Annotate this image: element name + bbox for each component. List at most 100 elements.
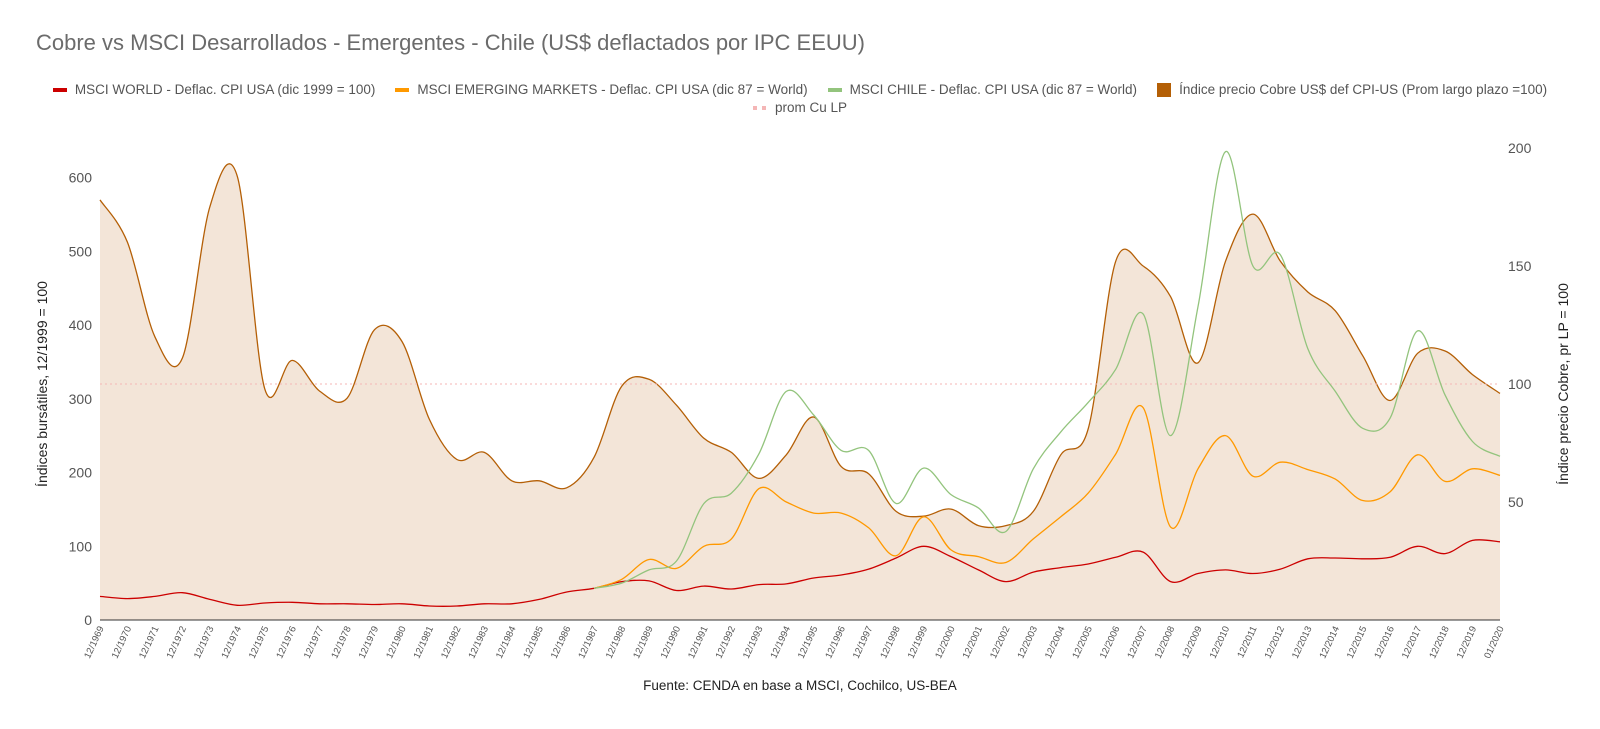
x-axis-tick-label: 12/1980	[384, 625, 408, 661]
x-axis-tick-label: 12/2013	[1290, 625, 1314, 661]
data-point-prom-cu-lp	[565, 383, 568, 386]
data-point-ndice-precio-cobre-us-def-cpi-us-prom-la	[1499, 392, 1502, 395]
legend-swatch	[395, 87, 410, 92]
data-point-msci-chile-deflac-cpi-usa-dic-87-world	[675, 560, 678, 563]
y2-axis-tick-label: 200	[1508, 140, 1532, 156]
legend-swatch	[752, 105, 767, 110]
data-point-ndice-precio-cobre-us-def-cpi-us-prom-la	[648, 378, 651, 381]
data-point-ndice-precio-cobre-us-def-cpi-us-prom-la	[895, 510, 898, 513]
data-point-msci-world-deflac-cpi-usa-dic-1999-100	[1169, 580, 1172, 583]
y-axis-tick-label: 300	[69, 391, 93, 407]
data-point-prom-cu-lp	[620, 383, 623, 386]
x-axis-tick-label: 12/2012	[1263, 625, 1287, 661]
data-point-msci-emerging-markets-deflac-cpi-usa-dic	[1142, 406, 1145, 409]
data-point-msci-chile-deflac-cpi-usa-dic-87-world	[1306, 347, 1309, 350]
data-point-msci-world-deflac-cpi-usa-dic-1999-100	[538, 598, 541, 601]
data-point-msci-world-deflac-cpi-usa-dic-1999-100	[702, 585, 705, 588]
data-point-prom-cu-lp	[153, 383, 156, 386]
data-point-msci-world-deflac-cpi-usa-dic-1999-100	[346, 602, 349, 605]
x-axis-tick-label: 12/2007	[1125, 625, 1149, 661]
data-point-prom-cu-lp	[401, 383, 404, 386]
data-point-ndice-precio-cobre-us-def-cpi-us-prom-la	[428, 418, 431, 421]
x-axis-tick-label: 12/1999	[906, 625, 930, 661]
data-point-msci-world-deflac-cpi-usa-dic-1999-100	[1471, 539, 1474, 542]
data-point-prom-cu-lp	[1224, 383, 1227, 386]
data-point-msci-world-deflac-cpi-usa-dic-1999-100	[840, 574, 843, 577]
data-point-prom-cu-lp	[1444, 383, 1447, 386]
data-point-msci-world-deflac-cpi-usa-dic-1999-100	[1361, 557, 1364, 560]
data-point-msci-world-deflac-cpi-usa-dic-1999-100	[757, 583, 760, 586]
legend-label: MSCI EMERGING MARKETS - Deflac. CPI USA …	[417, 82, 808, 97]
x-axis-tick-label: 12/2008	[1153, 625, 1177, 661]
x-axis-tick-label: 12/1977	[302, 625, 326, 661]
x-axis-tick-label: 12/2014	[1318, 625, 1342, 661]
data-point-ndice-precio-cobre-us-def-cpi-us-prom-la	[1032, 510, 1035, 513]
data-point-ndice-precio-cobre-us-def-cpi-us-prom-la	[1224, 260, 1227, 263]
data-point-ndice-precio-cobre-us-def-cpi-us-prom-la	[730, 451, 733, 454]
data-point-msci-emerging-markets-deflac-cpi-usa-dic	[1114, 453, 1117, 456]
x-axis-tick-label: 12/2004	[1043, 625, 1067, 661]
x-axis-tick-label: 12/2005	[1070, 625, 1094, 661]
data-point-msci-chile-deflac-cpi-usa-dic-87-world	[702, 502, 705, 505]
data-point-prom-cu-lp	[950, 383, 953, 386]
series-line-msci-world-deflac-cpi-usa-dic-1999-100	[99, 539, 1501, 607]
data-point-prom-cu-lp	[483, 383, 486, 386]
data-point-prom-cu-lp	[1197, 383, 1200, 386]
data-point-ndice-precio-cobre-us-def-cpi-us-prom-la	[346, 397, 349, 400]
data-point-msci-world-deflac-cpi-usa-dic-1999-100	[126, 597, 129, 600]
data-point-msci-emerging-markets-deflac-cpi-usa-dic	[1059, 515, 1062, 518]
data-point-ndice-precio-cobre-us-def-cpi-us-prom-la	[538, 479, 541, 482]
data-point-prom-cu-lp	[510, 383, 513, 386]
x-axis-tick-label: 12/1972	[165, 625, 189, 661]
data-point-msci-world-deflac-cpi-usa-dic-1999-100	[1499, 540, 1502, 543]
legend-swatch	[1157, 82, 1172, 97]
data-point-ndice-precio-cobre-us-def-cpi-us-prom-la	[1197, 361, 1200, 364]
series-area-copper	[100, 163, 1500, 620]
data-point-msci-chile-deflac-cpi-usa-dic-87-world	[620, 582, 623, 585]
x-axis-tick-label: 12/1976	[274, 625, 298, 661]
data-point-msci-emerging-markets-deflac-cpi-usa-dic	[1004, 561, 1007, 564]
y-axis-tick-label: 400	[69, 317, 93, 333]
data-point-msci-world-deflac-cpi-usa-dic-1999-100	[401, 602, 404, 605]
data-point-prom-cu-lp	[346, 383, 349, 386]
data-point-prom-cu-lp	[1306, 383, 1309, 386]
data-point-msci-chile-deflac-cpi-usa-dic-87-world	[1444, 394, 1447, 397]
data-point-msci-emerging-markets-deflac-cpi-usa-dic	[1444, 480, 1447, 483]
x-axis-tick-label: 12/2016	[1372, 625, 1396, 661]
data-point-ndice-precio-cobre-us-def-cpi-us-prom-la	[181, 357, 184, 360]
data-point-ndice-precio-cobre-us-def-cpi-us-prom-la	[1361, 354, 1364, 357]
series-line-msci-emerging-markets-deflac-cpi-usa-dic	[593, 404, 1501, 589]
data-point-ndice-precio-cobre-us-def-cpi-us-prom-la	[291, 359, 294, 362]
data-point-msci-emerging-markets-deflac-cpi-usa-dic	[1251, 475, 1254, 478]
x-axis-tick-label: 12/1974	[220, 625, 244, 661]
data-point-msci-chile-deflac-cpi-usa-dic-87-world	[648, 568, 651, 571]
x-axis-tick-label: 12/2018	[1427, 625, 1451, 661]
y2-axis-title: Índice precio Cobre, pr LP = 100	[1555, 283, 1571, 485]
data-point-msci-emerging-markets-deflac-cpi-usa-dic	[730, 537, 733, 540]
x-axis-tick-label: 12/1971	[137, 625, 161, 661]
data-point-msci-world-deflac-cpi-usa-dic-1999-100	[510, 602, 513, 605]
data-point-msci-world-deflac-cpi-usa-dic-1999-100	[1416, 545, 1419, 548]
data-point-prom-cu-lp	[1087, 383, 1090, 386]
data-point-prom-cu-lp	[236, 383, 239, 386]
data-point-msci-chile-deflac-cpi-usa-dic-87-world	[1224, 150, 1227, 153]
legend-label: MSCI WORLD - Deflac. CPI USA (dic 1999 =…	[74, 82, 376, 97]
data-point-msci-emerging-markets-deflac-cpi-usa-dic	[785, 501, 788, 504]
x-axis-tick-label: 01/2020	[1482, 625, 1506, 661]
data-point-prom-cu-lp	[1416, 383, 1419, 386]
data-point-msci-chile-deflac-cpi-usa-dic-87-world	[1169, 434, 1172, 437]
data-point-msci-chile-deflac-cpi-usa-dic-87-world	[1059, 430, 1062, 433]
data-point-msci-world-deflac-cpi-usa-dic-1999-100	[730, 588, 733, 591]
x-axis-tick-label: 12/1991	[686, 625, 710, 661]
y2-axis-tick-label: 150	[1508, 258, 1532, 274]
data-point-prom-cu-lp	[1471, 383, 1474, 386]
data-point-msci-world-deflac-cpi-usa-dic-1999-100	[648, 579, 651, 582]
data-point-prom-cu-lp	[730, 383, 733, 386]
data-point-msci-emerging-markets-deflac-cpi-usa-dic	[757, 487, 760, 490]
data-point-msci-chile-deflac-cpi-usa-dic-87-world	[1334, 390, 1337, 393]
legend-swatch	[52, 87, 67, 92]
x-axis-tick-label: 12/1979	[357, 625, 381, 661]
data-point-ndice-precio-cobre-us-def-cpi-us-prom-la	[153, 335, 156, 338]
x-axis-tick-label: 12/1984	[494, 625, 518, 661]
